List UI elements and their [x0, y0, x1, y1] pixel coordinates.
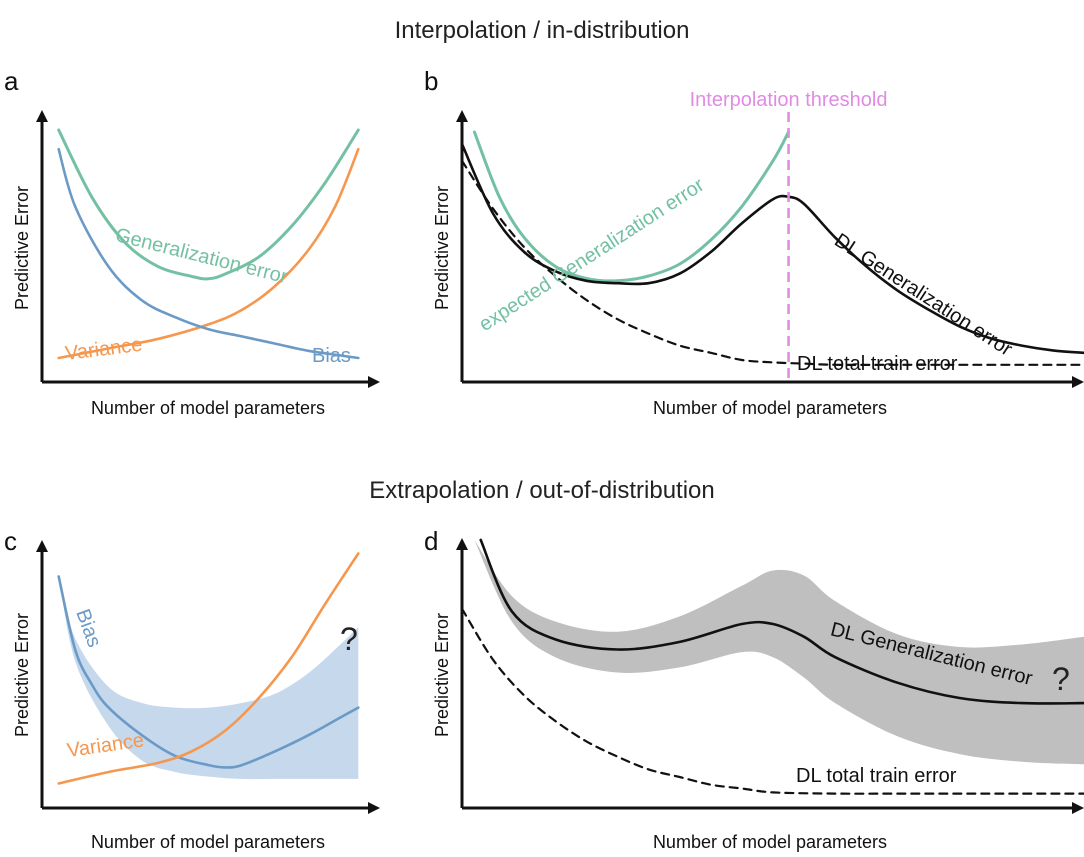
series-label-b-dl-generalization-error: DL Generalization error: [830, 229, 1016, 360]
series-label-b-expected-generalization-error: expected Generalization error: [475, 174, 708, 336]
series-line-c-variance: [57, 552, 360, 785]
annotation-c: ?: [340, 621, 358, 657]
x-axis-arrow-b: [1072, 376, 1084, 388]
panel-letter-d: d: [424, 526, 438, 556]
plot-area-a: [57, 128, 360, 360]
series-line-b-dl-generalization-error: [462, 142, 1084, 355]
plot-area-b: [462, 130, 1084, 366]
plot-area-c: [57, 552, 360, 785]
y-axis-arrow-a: [36, 110, 48, 122]
series-label-a-bias: Bias: [312, 345, 351, 367]
annotation-b: Interpolation threshold: [690, 89, 888, 111]
series-line-a-variance: [57, 147, 360, 360]
series-line-b-dl-total-train-error: [462, 159, 1084, 366]
series-line-c-bias: [57, 575, 360, 769]
plot-area-d: [462, 538, 1084, 795]
y-axis-arrow-b: [456, 110, 468, 122]
series-label-b-dl-total-train-error: DL total train error: [797, 353, 958, 375]
x-axis-arrow-d: [1072, 802, 1084, 814]
series-line-a-generalization-error: [57, 128, 360, 281]
section-title-top: Interpolation / in-distribution: [395, 17, 690, 44]
series-line-b-expected-generalization-error: [472, 130, 790, 283]
x-axis-title-d: Number of model parameters: [653, 832, 887, 852]
series-line-a-bias: [57, 147, 360, 360]
x-axis-arrow-c: [368, 802, 380, 814]
y-axis-title-b: Predictive Error: [432, 186, 452, 310]
panel-letter-c: c: [4, 526, 17, 556]
panel-letter-b: b: [424, 66, 438, 96]
y-axis-arrow-d: [456, 538, 468, 550]
series-label-a-variance: Variance: [64, 334, 144, 365]
y-axis-title-d: Predictive Error: [432, 613, 452, 737]
y-axis-title-a: Predictive Error: [12, 186, 32, 310]
panel-letter-a: a: [4, 66, 19, 96]
x-axis-arrow-a: [368, 376, 380, 388]
x-axis-title-a: Number of model parameters: [91, 398, 325, 418]
section-title-bottom: Extrapolation / out-of-distribution: [369, 477, 715, 504]
series-line-d-dl-generalization-error: [479, 538, 1084, 705]
panel-b: expected Generalization error DL Generali…: [432, 89, 1084, 418]
annotation-d: ?: [1052, 661, 1070, 697]
series-label-d-dl-total-train-error: DL total train error: [796, 765, 957, 787]
series-label-c-variance: Variance: [66, 729, 146, 762]
y-axis-title-c: Predictive Error: [12, 613, 32, 737]
series-line-d-dl-total-train-error: [462, 607, 1084, 795]
x-axis-title-b: Number of model parameters: [653, 398, 887, 418]
uncertainty-band-d: [474, 539, 1084, 765]
y-axis-arrow-c: [36, 540, 48, 552]
x-axis-title-c: Number of model parameters: [91, 832, 325, 852]
